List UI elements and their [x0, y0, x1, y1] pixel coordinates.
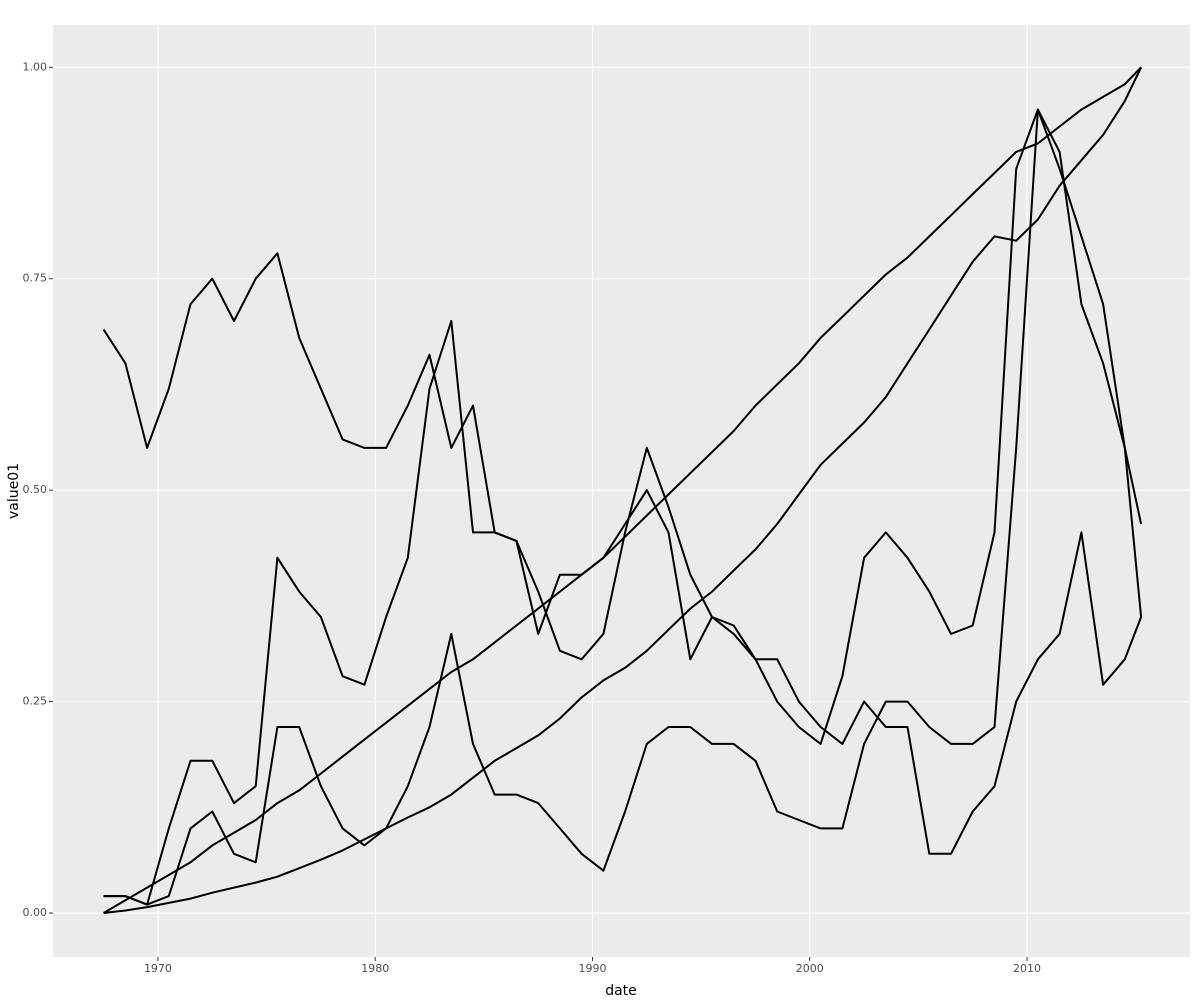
x-tick-label: 1980 [361, 962, 389, 975]
y-tick-label: 0.00 [23, 906, 48, 919]
series-line [103, 108, 1143, 906]
series-line [103, 108, 1143, 906]
x-tick-label: 2000 [796, 962, 824, 975]
y-axis-title: value01 [6, 463, 22, 519]
x-tick-label: 1990 [578, 962, 606, 975]
x-tick-label: 1970 [144, 962, 172, 975]
y-tick-label: 0.25 [23, 695, 48, 708]
y-tick-label: 0.75 [23, 272, 48, 285]
y-tick-label: 1.00 [23, 60, 48, 73]
x-axis-title: date [605, 983, 637, 999]
y-tick-label: 0.50 [23, 483, 48, 496]
x-tick-label: 2010 [1013, 962, 1041, 975]
panel [53, 25, 1190, 957]
series-line [103, 66, 1143, 914]
series-line [102, 252, 1143, 855]
